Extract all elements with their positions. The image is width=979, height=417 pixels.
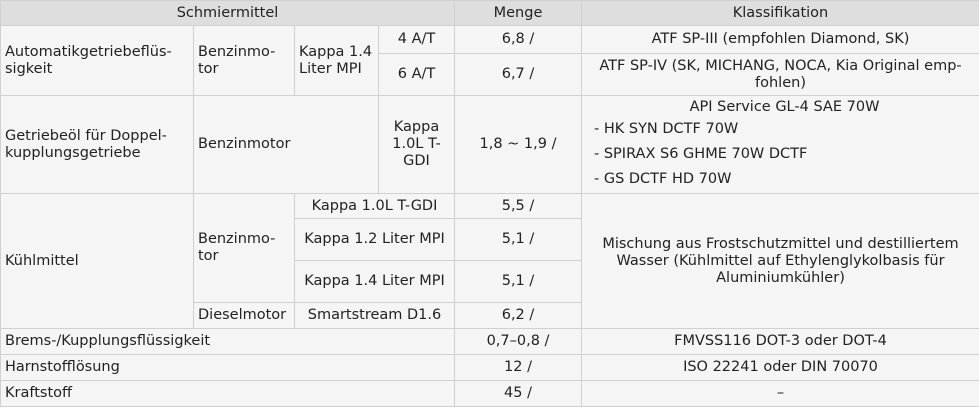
table-row: Harnstofflösung 12 / ISO 22241 oder DIN … [0, 354, 979, 381]
coolant-amount: 5,5 / [454, 193, 582, 219]
coolant-model: Kappa 1.4 Liter MPI [294, 260, 455, 303]
header-lubricant: Schmiermittel [0, 0, 455, 26]
table-row: Automatikgetriebeflüs-sigkeit Benzinmo-t… [0, 25, 979, 96]
fuel-lubricant: Kraftstoff [0, 380, 455, 407]
header-amount: Menge [454, 0, 582, 26]
coolant-lubricant: Kühlmittel [0, 193, 194, 329]
atf-amount: 6,7 / [454, 53, 582, 96]
coolant-model: Kappa 1.0L T-GDI [294, 193, 455, 219]
dct-classification-item: - SPIRAX S6 GHME 70W DCTF [594, 145, 808, 162]
brake-lubricant: Brems-/Kupplungsflüssigkeit [0, 328, 455, 355]
dct-model: Kappa 1.0L T-GDI [378, 95, 455, 194]
coolant-classification: Mischung aus Frostschutzmittel und desti… [581, 193, 979, 329]
coolant-model: Smartstream D1.6 [294, 302, 455, 329]
coolant-model: Kappa 1.2 Liter MPI [294, 218, 455, 261]
coolant-amount: 5,1 / [454, 218, 582, 261]
dct-classification-item: API Service GL-4 SAE 70W [689, 98, 880, 115]
table-row: 6 A/T 6,7 / ATF SP-IV (SK, MICHANG, NOCA… [1, 53, 979, 96]
atf-classification: ATF SP-IV (SK, MICHANG, NOCA, Kia Origin… [581, 53, 979, 96]
dct-amount: 1,8 ~ 1,9 / [454, 95, 582, 194]
coolant-engine: Dieselmotor [193, 302, 295, 329]
table-row: Kraftstoff 45 / – [0, 380, 979, 407]
atf-engine: Benzinmo-tor [193, 25, 295, 96]
table-row: Getriebeöl für Doppel-kupplungsgetriebe … [0, 95, 979, 194]
dct-engine: Benzinmotor [193, 95, 379, 194]
atf-gear: 4 A/T [378, 25, 455, 54]
dct-classification-item: - GS DCTF HD 70W [594, 170, 732, 187]
coolant-amount: 6,2 / [454, 302, 582, 329]
table-row: Kappa 1.2 Liter MPI 5,1 / [1, 218, 979, 261]
table-row: Dieselmotor Smartstream D1.6 6,2 / [1, 302, 979, 329]
brake-amount: 0,7–0,8 / [454, 328, 582, 355]
atf-gear: 6 A/T [378, 53, 455, 96]
table-row: Brems-/Kupplungsflüssigkeit 0,7–0,8 / FM… [0, 328, 979, 355]
fuel-amount: 45 / [454, 380, 582, 407]
urea-classification: ISO 22241 oder DIN 70070 [581, 354, 979, 381]
atf-amount: 6,8 / [454, 25, 582, 54]
dct-lubricant: Getriebeöl für Doppel-kupplungsgetriebe [0, 95, 194, 194]
brake-classification: FMVSS116 DOT-3 oder DOT-4 [581, 328, 979, 355]
urea-lubricant: Harnstofflösung [0, 354, 455, 381]
dct-classification-item: - HK SYN DCTF 70W [594, 120, 739, 137]
coolant-amount: 5,1 / [454, 260, 582, 303]
atf-classification: ATF SP-III (empfohlen Diamond, SK) [581, 25, 979, 54]
fuel-classification: – [581, 380, 979, 407]
lubricant-table: Schmiermittel Menge Klassifikation Autom… [0, 0, 979, 407]
atf-lubricant: Automatikgetriebeflüs-sigkeit [0, 25, 194, 96]
table-row: Kühlmittel Benzinmo-tor Kappa 1.0L T-GDI… [0, 193, 979, 329]
header-classification: Klassifikation [581, 0, 979, 26]
urea-amount: 12 / [454, 354, 582, 381]
atf-model: Kappa 1.4 Liter MPI [294, 25, 379, 96]
coolant-engine: Benzinmo-tor [193, 193, 295, 303]
table-header-row: Schmiermittel Menge Klassifikation [0, 0, 979, 26]
dct-classification: API Service GL-4 SAE 70W - HK SYN DCTF 7… [581, 95, 979, 194]
